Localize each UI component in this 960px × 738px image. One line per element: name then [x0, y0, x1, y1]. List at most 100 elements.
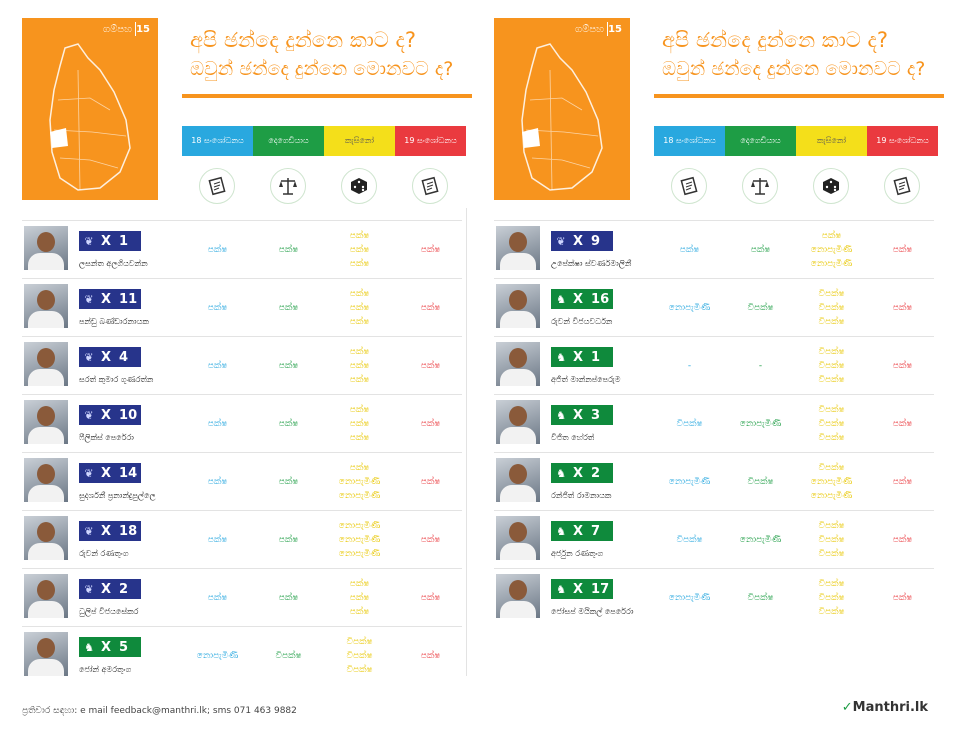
mp-row: ❦ X 1 ලසන්ත අලගියවන්න පක්ෂ පක්ෂ පක්ෂ පක්ෂ පක්ෂ පක… [22, 220, 462, 278]
preference-number: 14 [119, 465, 138, 481]
mp-name: ජෝසප් මයිකල් පෙරේරා [551, 607, 634, 616]
vote-v3: පක්ෂ පක්ෂ පක්ෂ [324, 279, 395, 337]
vote-v1: නොපැමිණි [654, 453, 725, 511]
vote-v4: පක්ෂ [395, 279, 466, 337]
mp-row: ❦ X 9 උපේක්ෂා ස්වර්ණමාලිනී පක්ෂ පක්ෂ පක්ෂ නොපැම… [494, 220, 934, 278]
vote-value: නොපැමිණි [810, 245, 853, 255]
vote-v1: පක්ෂ [654, 221, 725, 279]
vote-value: පක්ෂ [207, 361, 228, 371]
mp-photo [496, 458, 540, 502]
x-mark: X [101, 639, 112, 655]
preference-number: 10 [119, 407, 138, 423]
vote-value: පක්ෂ [420, 593, 441, 603]
preference-number-badge: ♞ X 16 [551, 289, 613, 309]
vote-v2: පක්ෂ [253, 569, 324, 627]
vote-v2: විපක්ෂ [725, 279, 796, 337]
preference-number: 9 [591, 233, 601, 249]
vote-value: නොපැමිණි [338, 491, 381, 501]
vote-value: පක්ෂ [892, 303, 913, 313]
mp-name: ෆීලික්ස් පෙරේරා [79, 433, 134, 442]
vote-value: නොපැමිණි [668, 593, 711, 603]
title-line-2: ඔවුන් ඡන්දෙ දුන්නෙ මොනවට ද? [662, 58, 926, 80]
mp-row: ♞ X 16 රුවන් විජයවර්ධන නොපැමිණි විපක්ෂ විපක්ෂ ව… [494, 278, 934, 336]
vote-v4: පක්ෂ [867, 511, 938, 569]
vote-v3: විපක්ෂ විපක්ෂ විපක්ෂ [796, 337, 867, 395]
x-mark: X [573, 349, 584, 365]
vote-value: පක්ෂ [821, 231, 842, 241]
vote-v3: පක්ෂ පක්ෂ පක්ෂ [324, 221, 395, 279]
vote-v3: විපක්ෂ විපක්ෂ විපක්ෂ [796, 569, 867, 627]
x-mark: X [101, 407, 112, 423]
mp-photo [24, 574, 68, 618]
x-mark: X [573, 233, 584, 249]
vote-value: විපක්ෂ [818, 317, 845, 327]
mp-row: ❦ X 4 සරත් කුමාර ගුණරත්න පක්ෂ පක්ෂ පක්ෂ පක්ෂ පක්… [22, 336, 462, 394]
category-casino: කැසිනෝ [796, 126, 867, 156]
vote-v1: පක්ෂ [182, 221, 253, 279]
mp-row: ♞ X 2 රන්ජිත් රාමනායක නොපැමිණි විපක්ෂ විපක්ෂ නො… [494, 452, 934, 510]
betel-leaf-icon: ❦ [84, 350, 94, 364]
vote-v4: පක්ෂ [867, 569, 938, 627]
elephant-icon: ♞ [556, 524, 566, 538]
vote-v2: පක්ෂ [253, 337, 324, 395]
scales-icon [270, 168, 306, 204]
vote-value: පක්ෂ [420, 535, 441, 545]
vote-value: විපක්ෂ [346, 665, 373, 675]
preference-number-badge: ♞ X 5 [79, 637, 141, 657]
vote-value: පක්ෂ [420, 477, 441, 487]
mp-name: විජිත හේරත් [551, 433, 595, 442]
vote-v3: විපක්ෂ විපක්ෂ විපක්ෂ [796, 395, 867, 453]
vote-v4: පක්ෂ [395, 337, 466, 395]
x-mark: X [101, 233, 112, 249]
vote-value: විපක්ෂ [818, 535, 845, 545]
vote-v2: පක්ෂ [253, 221, 324, 279]
vote-value: විපක්ෂ [676, 419, 703, 429]
vote-value: නොපැමිණි [338, 535, 381, 545]
vote-value: විපක්ෂ [818, 607, 845, 617]
vote-value: පක්ෂ [892, 593, 913, 603]
document-icon [884, 168, 920, 204]
vote-value: පක්ෂ [349, 317, 370, 327]
vote-value: පක්ෂ [207, 535, 228, 545]
divider [182, 94, 472, 98]
vote-value: පක්ෂ [349, 607, 370, 617]
vote-value: පක්ෂ [349, 231, 370, 241]
vote-value: පක්ෂ [420, 245, 441, 255]
vote-value: විපක්ෂ [676, 535, 703, 545]
elephant-icon: ♞ [556, 408, 566, 422]
mp-name: ජෝන් අමරතුංග [79, 665, 132, 674]
vote-v2: නොපැමිණි [725, 395, 796, 453]
mp-row: ❦ X 11 පන්ඩු බණ්ඩාරනායක පක්ෂ පක්ෂ පක්ෂ පක්ෂ පක්ෂ… [22, 278, 462, 336]
vote-v2: පක්ෂ [253, 511, 324, 569]
vote-v1: පක්ෂ [182, 395, 253, 453]
preference-number: 2 [591, 465, 601, 481]
vote-value: නොපැමිණි [810, 259, 853, 269]
vote-value: පක්ෂ [892, 361, 913, 371]
mp-photo [24, 226, 68, 270]
vote-value: පක්ෂ [349, 419, 370, 429]
vote-v1: පක්ෂ [182, 337, 253, 395]
vote-v4: පක්ෂ [395, 221, 466, 279]
vote-value: නොපැමිණි [196, 651, 239, 661]
vote-value: විපක්ෂ [818, 419, 845, 429]
mp-name: ලසන්ත අලගියවන්න [79, 259, 148, 268]
vote-value: පක්ෂ [278, 303, 299, 313]
mp-name: සුදර්ශනී ප්‍රනාන්දුපුල්ලෙ [79, 491, 156, 500]
vote-value: පක්ෂ [892, 535, 913, 545]
vote-value: නොපැමිණි [668, 477, 711, 487]
vote-v2: විපක්ෂ [725, 453, 796, 511]
betel-leaf-icon: ❦ [84, 524, 94, 538]
vote-value: විපක්ෂ [818, 303, 845, 313]
mp-name: රුවන් විජයවර්ධන [551, 317, 613, 326]
vote-value: විපක්ෂ [747, 593, 774, 603]
vote-v4: පක්ෂ [395, 627, 466, 685]
vote-value: විපක්ෂ [346, 637, 373, 647]
manthri-logo: ✓Manthri.lk [841, 700, 928, 715]
mp-name: සරත් කුමාර ගුණරත්න [79, 375, 154, 384]
preference-number: 1 [119, 233, 129, 249]
vote-v3: පක්ෂ නොපැමිණි නොපැමිණි [796, 221, 867, 279]
vote-value: පක්ෂ [892, 245, 913, 255]
vote-value: පක්ෂ [349, 289, 370, 299]
district-map-box: ගම්පහ 15 [494, 18, 630, 200]
preference-number: 16 [591, 291, 610, 307]
